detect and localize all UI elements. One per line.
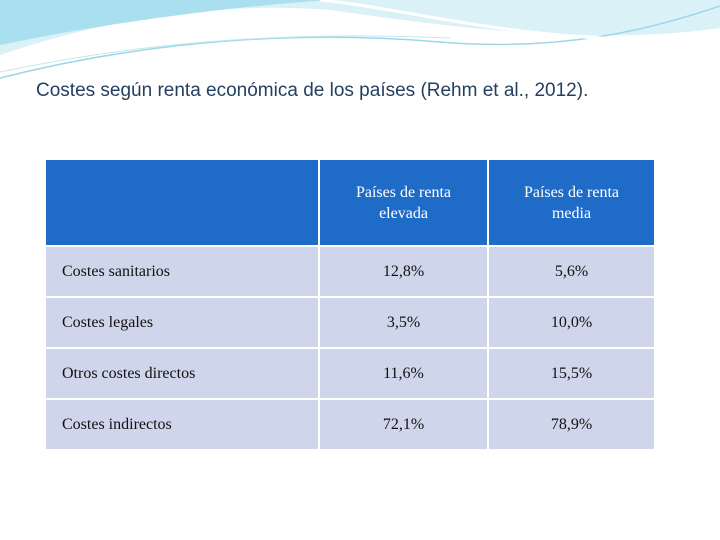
cell: 5,6% (487, 245, 656, 298)
cell: 15,5% (487, 347, 656, 400)
wave (0, 0, 720, 55)
table-body: Costes sanitarios 12,8% 5,6% Costes legales… (44, 245, 656, 451)
row-label: Costes legales (44, 296, 320, 349)
header-row: Países de renta elevada Países de renta … (44, 158, 656, 247)
cell: 11,6% (318, 347, 489, 400)
header-cell (44, 158, 320, 247)
table-row: Costes indirectos 72,1% 78,9% (44, 398, 656, 451)
title: Costes según renta económica de los país… (36, 80, 589, 101)
decoration (0, 0, 720, 79)
header-text: Países de renta elevada (355, 183, 452, 222)
header-cell: Países de renta elevada (318, 158, 489, 247)
table-row: Otros costes directos 11,6% 15,5% (44, 347, 656, 400)
cell: 12,8% (318, 245, 489, 298)
header-text: Países de renta media (523, 183, 620, 222)
cell: 72,1% (318, 398, 489, 451)
wave-line (0, 5, 720, 79)
table: Países de renta elevada Países de renta … (44, 158, 656, 451)
wave-line (0, 35, 451, 73)
cell: 3,5% (318, 296, 489, 349)
row-label: Costes sanitarios (44, 245, 320, 298)
table-row: Costes sanitarios 12,8% 5,6% (44, 245, 656, 298)
row-label: Costes indirectos (44, 398, 320, 451)
cell: 78,9% (487, 398, 656, 451)
cell: 10,0% (487, 296, 656, 349)
wave-line (319, 0, 720, 42)
table-row: Costes legales 3,5% 10,0% (44, 296, 656, 349)
header-cell: Países de renta media (487, 158, 656, 247)
wave (0, 0, 330, 45)
row-label: Otros costes directos (44, 347, 320, 400)
